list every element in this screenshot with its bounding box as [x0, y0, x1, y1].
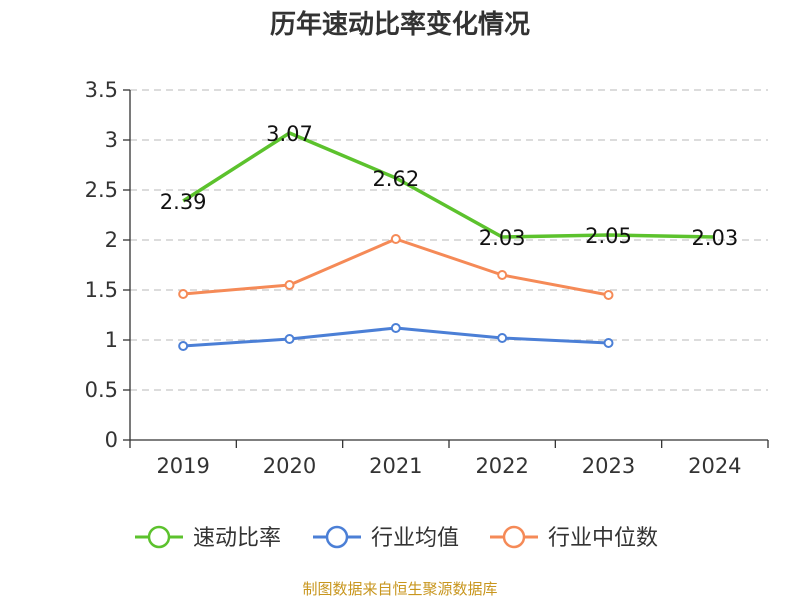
series-1 — [178, 323, 614, 351]
axes: 0 0.5 1 1.5 2 2.5 3 3.5 2019 2020 2021 2022 2023 2024 — [85, 78, 769, 478]
y-tick-label: 3.5 — [85, 78, 118, 102]
data-point[interactable] — [178, 289, 189, 299]
series-2 — [178, 234, 614, 300]
data-label: 3.07 — [266, 122, 313, 146]
series-line — [182, 131, 715, 239]
data-point[interactable] — [390, 323, 401, 333]
x-tick-label: 2024 — [688, 454, 741, 478]
x-tick-label: 2019 — [156, 454, 209, 478]
y-tick-label: 1 — [105, 328, 118, 352]
data-label: 2.03 — [691, 226, 738, 250]
legend-label: 速动比率 — [193, 526, 281, 551]
data-point[interactable] — [284, 280, 295, 290]
x-tick-label: 2022 — [475, 454, 528, 478]
x-tick-label: 2021 — [369, 454, 422, 478]
legend[interactable]: 速动比率 行业均值 行业中位数 — [135, 525, 658, 551]
data-point[interactable] — [603, 338, 614, 348]
data-label: 2.05 — [585, 224, 632, 248]
y-tick-label: 0 — [105, 428, 118, 452]
y-tick-label: 2.5 — [85, 178, 118, 202]
legend-marker — [502, 525, 526, 549]
series-line — [183, 237, 609, 297]
y-tick-label: 3 — [105, 128, 118, 152]
legend-item[interactable]: 速动比率 — [135, 525, 281, 551]
x-tick-label: 2020 — [263, 454, 316, 478]
legend-label: 行业中位数 — [548, 526, 658, 551]
data-labels: 2.39 3.07 2.62 2.03 2.05 2.03 — [160, 122, 738, 250]
grid-lines — [130, 89, 768, 391]
legend-item[interactable]: 行业均值 — [313, 525, 459, 551]
data-point[interactable] — [178, 341, 189, 351]
data-label: 2.39 — [160, 190, 207, 214]
legend-label: 行业均值 — [371, 526, 459, 551]
y-tick-label: 2 — [105, 228, 118, 252]
data-point[interactable] — [390, 234, 401, 244]
data-label: 2.62 — [372, 167, 419, 191]
series-0 — [182, 131, 715, 239]
data-label: 2.03 — [479, 226, 526, 250]
legend-item[interactable]: 行业中位数 — [490, 525, 658, 551]
chart-title: 历年速动比率变化情况 — [270, 9, 530, 40]
legend-marker — [325, 525, 349, 549]
data-point[interactable] — [497, 333, 508, 343]
data-point[interactable] — [284, 334, 295, 344]
y-tick-label: 1.5 — [85, 278, 118, 302]
series-layer — [178, 131, 715, 351]
data-point[interactable] — [497, 270, 508, 280]
y-tick-label: 0.5 — [85, 378, 118, 402]
legend-marker — [147, 525, 171, 549]
data-point[interactable] — [603, 290, 614, 300]
x-tick-label: 2023 — [582, 454, 635, 478]
source-note: 制图数据来自恒生聚源数据库 — [302, 580, 497, 598]
